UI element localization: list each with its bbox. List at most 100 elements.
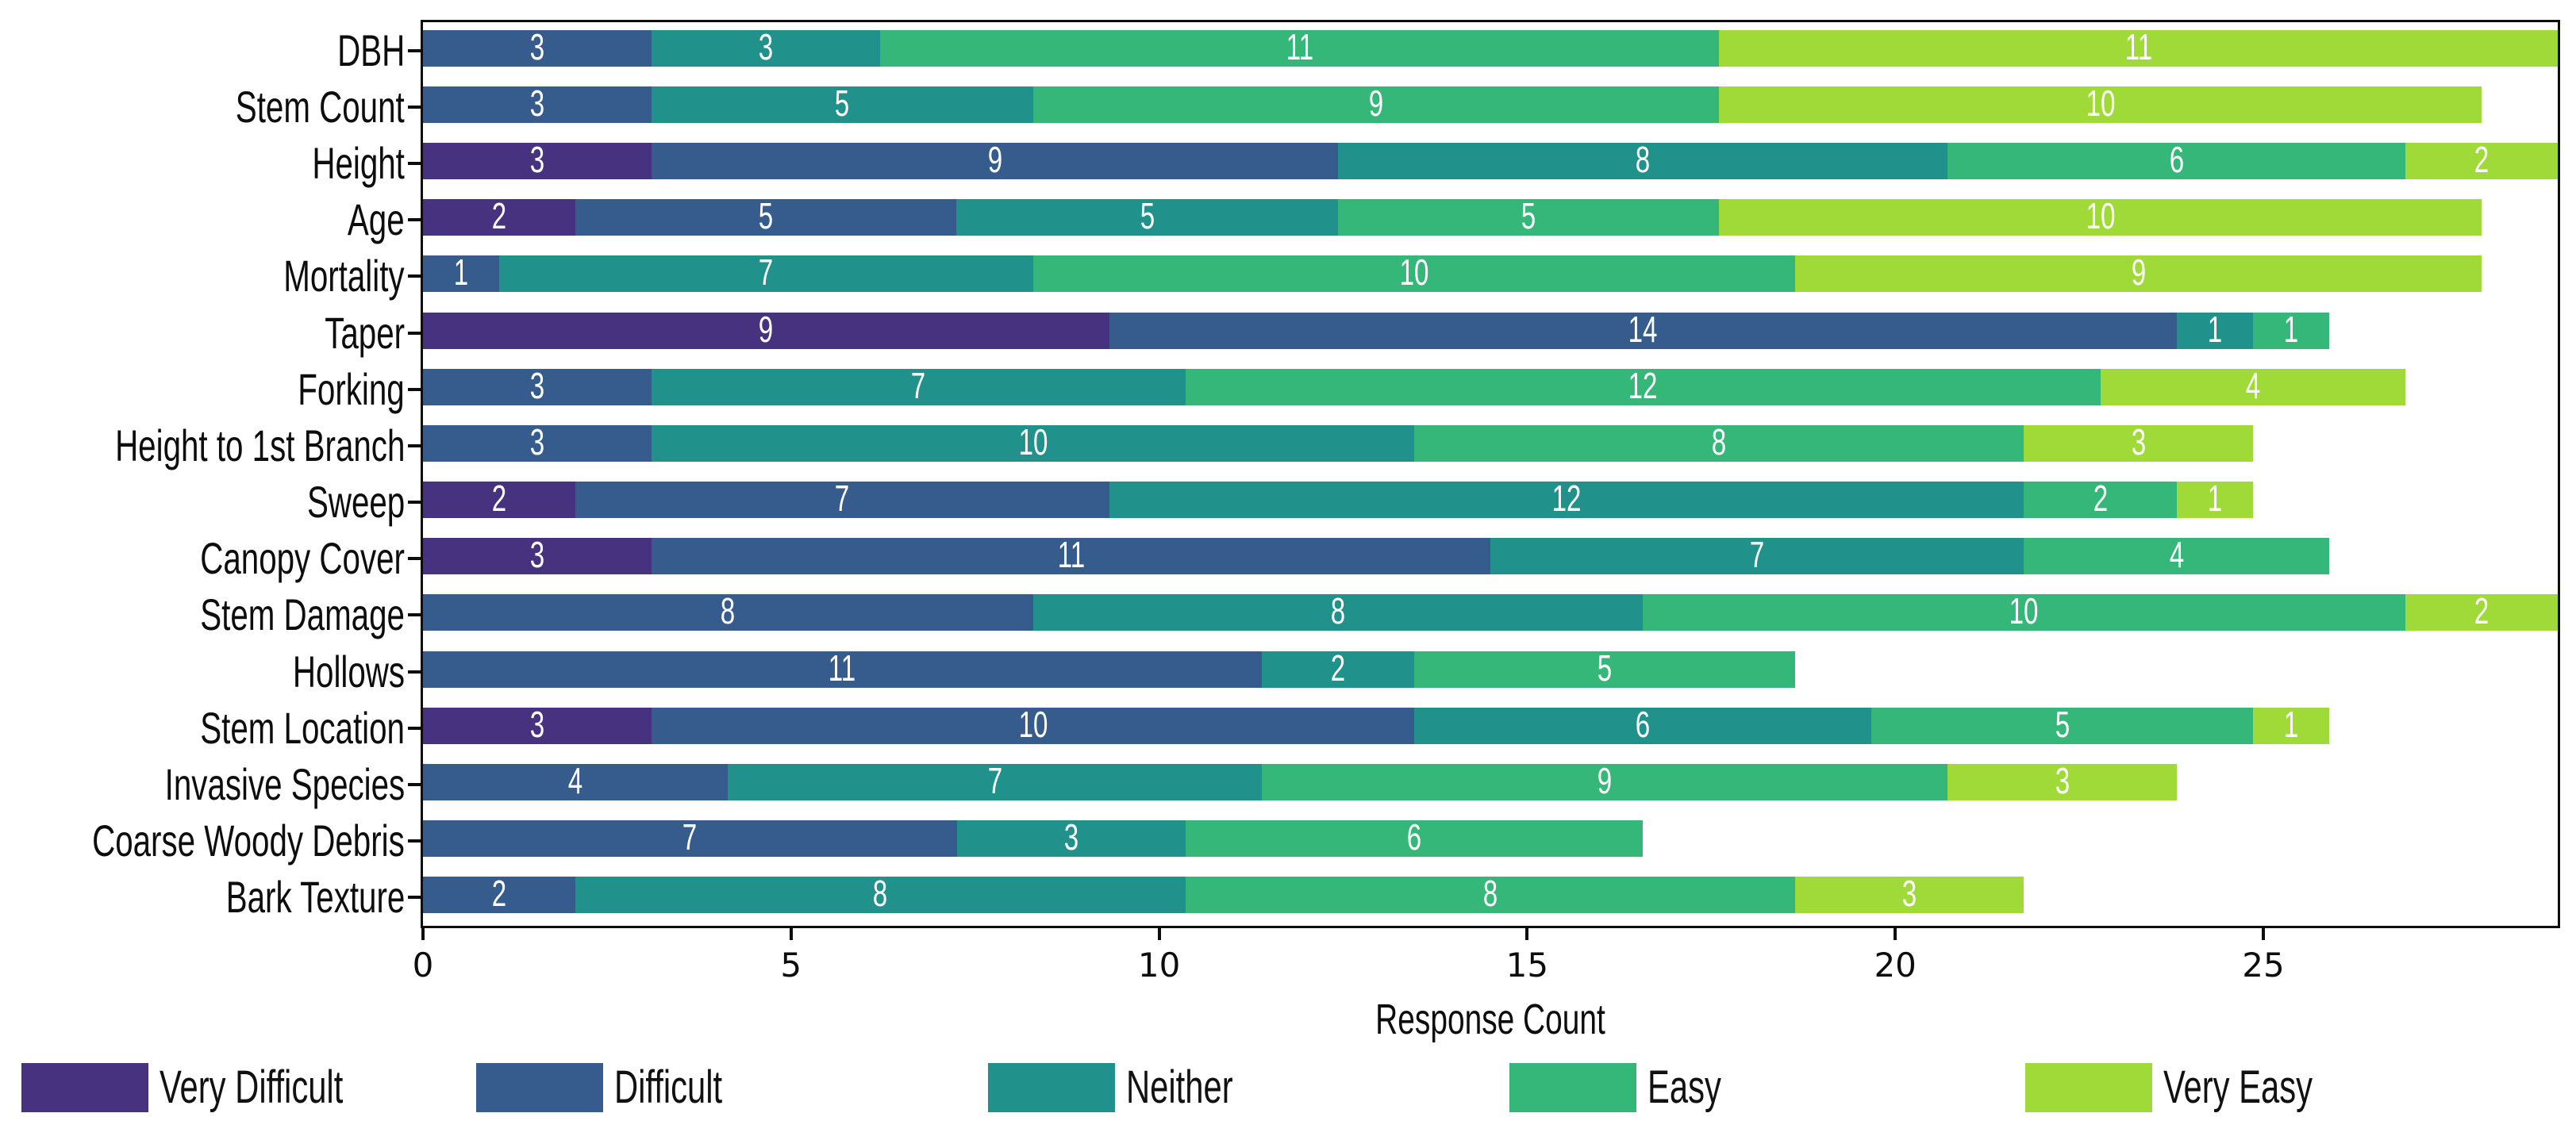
- y-tick-mark: [408, 387, 421, 391]
- bar-segment: 6: [1413, 706, 1872, 744]
- y-tick-mark: [408, 670, 421, 674]
- bar-segment: 11: [880, 25, 1720, 67]
- y-label-bark-texture: Bark Texture: [156, 875, 405, 919]
- bar-segment-value: 11: [1286, 25, 1313, 67]
- bar-segment: 10: [1643, 590, 2405, 632]
- bar-segment: 12: [1109, 478, 2024, 520]
- y-tick-mark: [408, 443, 421, 447]
- bar-segment-value: 5: [759, 195, 774, 237]
- bar-segment: 4: [2100, 364, 2405, 406]
- y-label-height: Height: [276, 137, 405, 188]
- bar-segment: 4: [2024, 534, 2329, 576]
- bar-segment-value: 1: [2207, 478, 2222, 520]
- bar-segment: 10: [652, 704, 1414, 746]
- bar-segment: 1: [423, 255, 500, 293]
- bar-segment-value: 11: [829, 647, 856, 689]
- bar-segment-value: 2: [491, 195, 507, 237]
- legend-label-text: Very Easy: [2163, 1061, 2313, 1113]
- bar-segment-value: 2: [1330, 647, 1346, 689]
- y-label-text: Sweep: [306, 477, 405, 528]
- x-tick-label: 10: [1137, 946, 1181, 985]
- bar-segment: 3: [423, 141, 652, 179]
- bar-segment-value: 4: [2169, 534, 2184, 576]
- x-tick-mark: [1894, 926, 1897, 940]
- bar-segment: 5: [956, 198, 1338, 236]
- y-label-text: Height: [312, 137, 405, 188]
- legend-swatch: [21, 1063, 148, 1112]
- y-label-stem-location: Stem Location: [121, 702, 405, 753]
- bar-segment: 3: [423, 85, 652, 123]
- bar-segment-value: 6: [2169, 139, 2184, 181]
- bar-segment-value: 8: [1482, 873, 1498, 915]
- bar-segment-value: 7: [1750, 534, 1765, 576]
- legend-label: Neither: [1126, 1065, 1275, 1111]
- bar-row-forking: 3 7 12 4: [423, 364, 2558, 406]
- bar-segment-value: 4: [567, 760, 583, 802]
- plot-area: 3 3 11 11 3 5 9 10 3 9 8 6 2 2 5 5 5 10 1 7 10 9 9 14 1 1 3 7 12 4 3 10…: [421, 20, 2560, 928]
- y-tick-mark: [408, 331, 421, 335]
- bar-segment: 2: [423, 195, 576, 237]
- bar-segment-value: 12: [1628, 364, 1658, 406]
- bar-segment-value: 5: [2055, 704, 2070, 746]
- y-tick-mark: [408, 896, 421, 900]
- bar-segment-value: 3: [529, 704, 545, 746]
- bar-segment-value: 8: [1711, 421, 1727, 463]
- bar-segment-value: 12: [1551, 478, 1582, 520]
- bar-segment: 12: [1185, 364, 2101, 406]
- bar-segment-value: 3: [1063, 816, 1078, 858]
- y-label-text: Stem Damage: [200, 589, 405, 640]
- y-label-stem-count: Stem Count: [170, 84, 405, 129]
- bar-segment-value: 6: [1406, 816, 1422, 858]
- bar-segment: 11: [1719, 29, 2558, 67]
- bar-segment: 5: [1337, 198, 1720, 236]
- y-label-text: Height to 1st Branch: [114, 420, 405, 470]
- legend-item-neither: Neither: [988, 1063, 1275, 1112]
- bar-segment-value: 14: [1628, 308, 1658, 350]
- bar-segment: 1: [2252, 706, 2329, 744]
- bar-segment: 4: [423, 760, 729, 802]
- y-label-coarse-woody-debris: Coarse Woody Debris: [0, 819, 405, 863]
- bar-row-bark-texture: 2 8 8 3: [423, 873, 2558, 915]
- y-tick-mark: [408, 274, 421, 278]
- y-label-mortality: Mortality: [236, 254, 405, 298]
- bar-segment-value: 3: [529, 25, 545, 67]
- x-axis-title: Response Count: [1331, 998, 1650, 1041]
- bar-segment: 5: [1871, 704, 2253, 746]
- bar-row-hollows: 11 2 5: [423, 647, 2558, 689]
- y-label-hollows: Hollows: [249, 649, 405, 694]
- bar-segment-value: 4: [2245, 364, 2260, 406]
- bar-segment: 3: [2024, 421, 2253, 463]
- y-label-taper: Taper: [294, 310, 405, 355]
- bar-segment: 1: [2176, 308, 2253, 350]
- bar-segment-value: 1: [2207, 308, 2222, 350]
- bar-segment-value: 2: [2093, 478, 2108, 520]
- y-label-text: Bark Texture: [225, 872, 405, 923]
- y-label-text: Stem Location: [200, 702, 405, 753]
- bar-segment: 2: [1261, 647, 1414, 689]
- bar-segment: 7: [652, 367, 1186, 405]
- x-tick-label: 25: [2242, 946, 2285, 985]
- bar-row-taper: 9 14 1 1: [423, 308, 2558, 350]
- y-label-forking: Forking: [256, 367, 405, 412]
- bar-segment: 6: [1947, 139, 2405, 181]
- y-tick-mark: [408, 783, 421, 787]
- y-tick-mark: [408, 613, 421, 617]
- bar-segment: 3: [423, 536, 652, 575]
- y-label-sweep: Sweep: [269, 480, 405, 524]
- bar-segment-value: 3: [759, 25, 774, 67]
- x-axis-title-text: Response Count: [1375, 996, 1605, 1043]
- bar-segment: 9: [1032, 85, 1720, 123]
- bar-segment-value: 9: [1597, 760, 1613, 802]
- y-label-invasive-species: Invasive Species: [71, 762, 405, 807]
- bar-segment-value: 3: [2131, 421, 2146, 463]
- bar-segment: 2: [2024, 478, 2177, 520]
- y-label-text: Canopy Cover: [200, 533, 405, 584]
- x-tick-mark: [1525, 926, 1529, 940]
- bar-segment-value: 7: [682, 816, 698, 858]
- y-tick-mark: [408, 726, 421, 730]
- bar-segment-value: 10: [2009, 590, 2039, 632]
- bar-segment-value: 10: [1018, 704, 1048, 746]
- y-tick-mark: [408, 839, 421, 843]
- bar-row-dbh: 3 3 11 11: [423, 25, 2558, 67]
